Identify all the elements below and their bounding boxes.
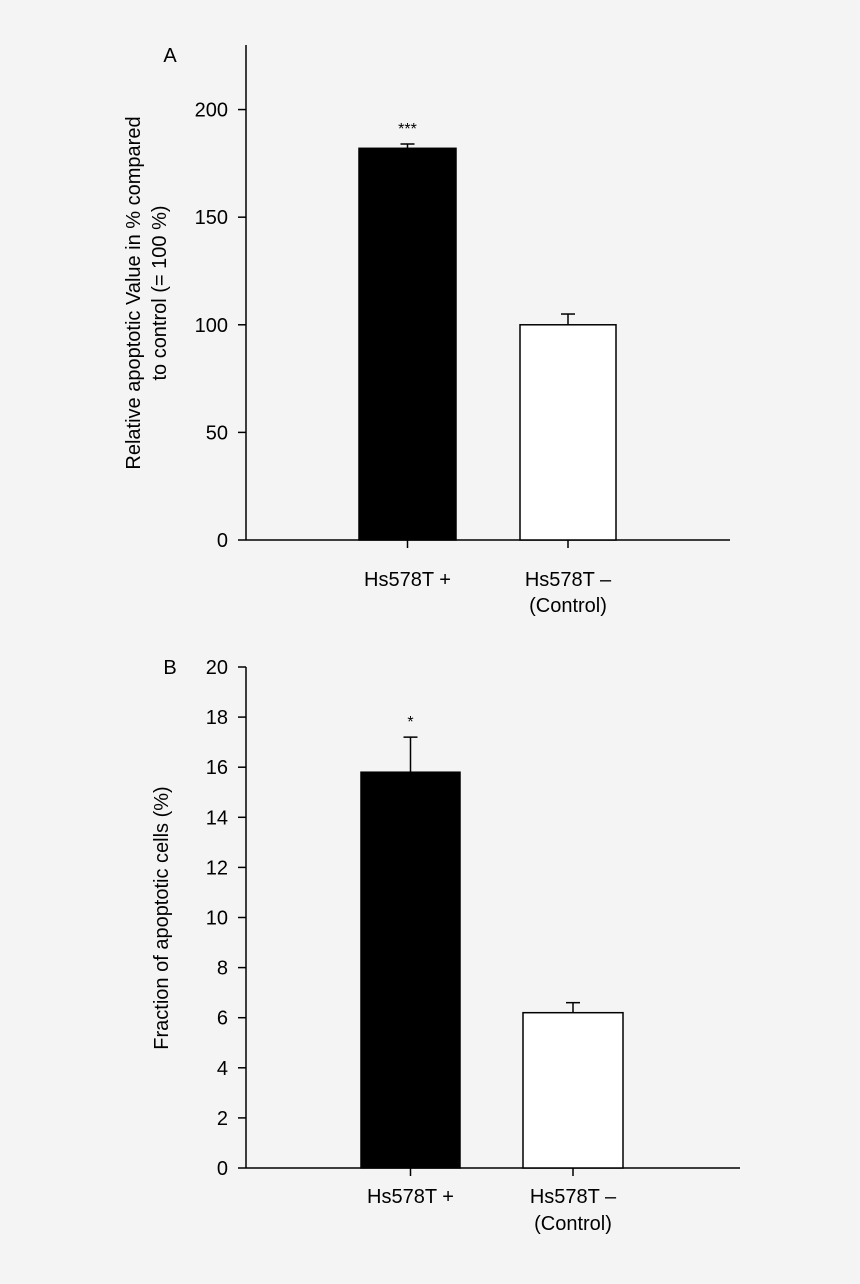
y-tick-label: 12: [206, 857, 228, 879]
x-tick-label: Hs578T +: [367, 1186, 454, 1208]
significance-marker: *: [407, 714, 413, 731]
y-tick-label: 8: [217, 958, 228, 980]
x-tick-label: Hs578T –: [530, 1186, 617, 1208]
y-tick-label: 150: [195, 207, 228, 229]
y-tick-label: 10: [206, 908, 228, 930]
y-tick-label: 200: [195, 100, 228, 122]
bar: [360, 771, 461, 1169]
y-tick-label: 0: [217, 530, 228, 552]
bar: [522, 1011, 624, 1169]
bar: [519, 324, 617, 541]
y-axis-title: to control (= 100 %): [149, 205, 171, 380]
y-tick-label: 2: [217, 1108, 228, 1130]
panel-a: A 0 50 100 150 200 Relative apoptotic Value in…: [123, 45, 730, 617]
panel-b: B 0 2 4 6 8 10 12 14 16 18 20 Fraction of apoptotic …: [151, 657, 740, 1235]
y-tick-label: 20: [206, 657, 228, 679]
y-tick-label: 6: [217, 1008, 228, 1030]
x-tick-label: (Control): [529, 595, 607, 617]
y-tick-label: 14: [206, 807, 228, 829]
y-axis-title: Relative apoptotic Value in % compared: [123, 116, 145, 469]
y-tick-label: 50: [206, 422, 228, 444]
bar: [358, 147, 457, 541]
significance-marker: ***: [398, 121, 417, 138]
y-tick-label: 0: [217, 1158, 228, 1180]
y-axis-title: Fraction of apoptotic cells (%): [151, 786, 173, 1049]
y-tick-label: 16: [206, 757, 228, 779]
y-tick-label: 18: [206, 707, 228, 729]
y-tick-label: 100: [195, 315, 228, 337]
y-tick-label: 4: [217, 1058, 228, 1080]
x-tick-label: Hs578T +: [364, 569, 451, 591]
x-tick-label: (Control): [534, 1213, 612, 1235]
panel-label: A: [163, 45, 177, 67]
x-tick-label: Hs578T –: [525, 569, 612, 591]
panel-label: B: [163, 657, 176, 679]
